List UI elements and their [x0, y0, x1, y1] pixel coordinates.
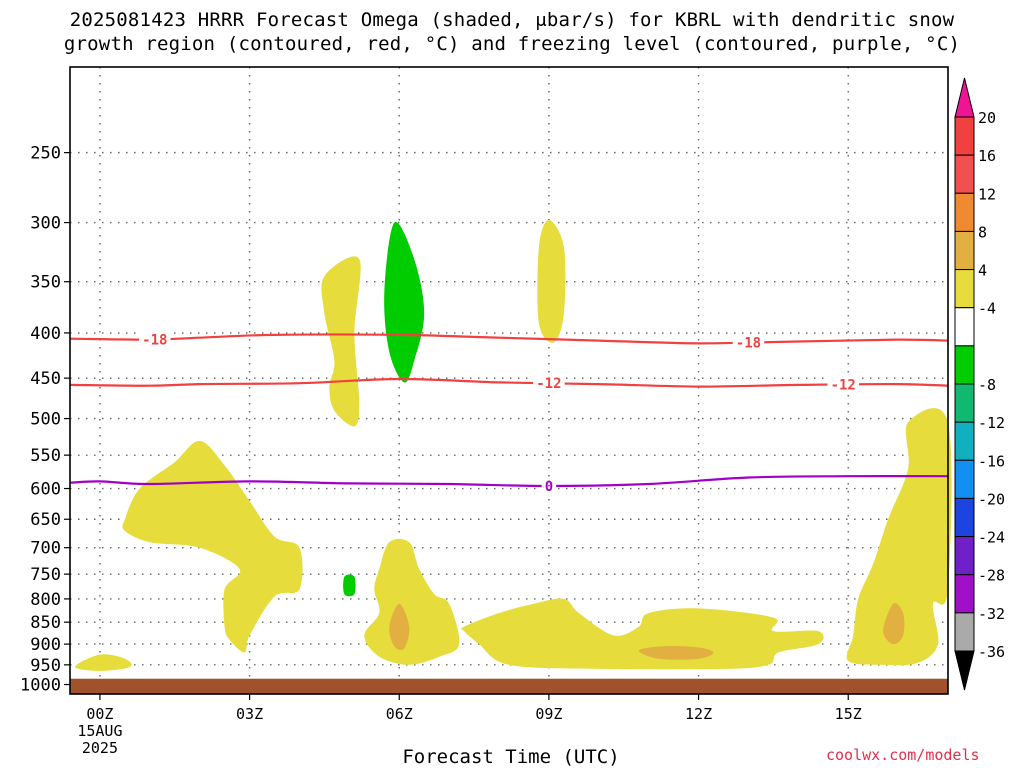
y-tick-label-400: 400	[30, 324, 61, 344]
x-tick-label-09Z: 09Z	[535, 705, 562, 723]
colorbar-box-0	[954, 116, 975, 156]
colorbar-label--20: -20	[978, 490, 1005, 508]
colorbar-label--8: -8	[978, 376, 996, 394]
contour-label-bg--12-1	[827, 376, 859, 393]
colorbar-label-12: 12	[978, 185, 996, 203]
x-tick-label-15Z: 15Z	[835, 705, 862, 723]
y-tick-label-750: 750	[30, 565, 61, 585]
y-tick-label-950: 950	[30, 656, 61, 676]
y-tick-label-800: 800	[30, 590, 61, 610]
x-tick-sublabel-1: 2025	[82, 739, 118, 757]
colorbar-top-arrow	[954, 77, 975, 118]
x-tick-label-00Z: 00Z	[86, 705, 113, 723]
contour-label--12-0: -12	[536, 376, 561, 392]
colorbar-box-11	[954, 536, 975, 576]
omega-region-0	[75, 654, 132, 671]
contour-line--12	[69, 377, 949, 388]
omega-region-6	[364, 538, 460, 665]
chart-title-line-2: growth region (contoured, red, °C) and f…	[63, 33, 961, 55]
colorbar-label--4: -4	[978, 300, 996, 318]
omega-region-5	[537, 220, 566, 343]
x-tick-label-06Z: 06Z	[386, 705, 413, 723]
x-tick-label-03Z: 03Z	[236, 705, 263, 723]
colorbar-box-8	[954, 421, 975, 461]
colorbar-label--32: -32	[978, 605, 1005, 623]
colorbar-label-20: 20	[978, 109, 996, 127]
colorbar-label--36: -36	[978, 643, 1005, 661]
omega-region-2	[321, 256, 361, 427]
colorbar-box-13	[954, 612, 975, 652]
y-tick-label-550: 550	[30, 446, 61, 466]
colorbar-box-6	[954, 345, 975, 385]
y-tick-label-700: 700	[30, 539, 61, 559]
colorbar: 20 16 12 8 4 -4 -8 -12 -16 -20 -24 -28 -32 -36	[954, 77, 1005, 691]
omega-region-8	[460, 598, 824, 670]
omega-region-10	[846, 408, 952, 666]
chart-title-line-1: 2025081423 HRRR Forecast Omega (shaded, …	[69, 9, 955, 31]
y-tick-label-1000: 1000	[20, 676, 61, 696]
x-axis-title: Forecast Time (UTC)	[402, 746, 619, 768]
colorbar-box-10	[954, 497, 975, 538]
grid-layer	[70, 67, 948, 694]
y-tick-label-250: 250	[30, 144, 61, 164]
axes-layer: 2503003504004505005506006507007508008509…	[20, 66, 949, 768]
contour-label-bg--18-1	[732, 334, 765, 351]
plot-frame	[69, 66, 949, 695]
colorbar-label--24: -24	[978, 529, 1005, 547]
contour-label--18-1: -18	[736, 335, 761, 351]
credit-text: coolwx.com/models	[826, 746, 980, 764]
omega-region-7	[389, 603, 410, 651]
contour-label-bg--12-0	[533, 375, 565, 392]
y-tick-label-650: 650	[30, 510, 61, 530]
colorbar-label--16: -16	[978, 452, 1005, 470]
y-tick-label-350: 350	[30, 273, 61, 293]
omega-region-9	[638, 646, 714, 660]
y-tick-label-300: 300	[30, 214, 61, 234]
colorbar-label-16: 16	[978, 147, 996, 165]
y-tick-label-500: 500	[30, 410, 61, 430]
colorbar-label--28: -28	[978, 567, 1005, 585]
colorbar-label-4: 4	[978, 262, 987, 280]
colorbar-bottom-arrow	[954, 650, 975, 691]
x-tick-label-12Z: 12Z	[685, 705, 712, 723]
omega-region-1	[122, 440, 303, 653]
colorbar-box-7	[954, 383, 975, 423]
colorbar-box-12	[954, 574, 975, 614]
colorbar-label-8: 8	[978, 223, 987, 241]
y-tick-label-450: 450	[30, 369, 61, 389]
y-tick-label-850: 850	[30, 613, 61, 633]
colorbar-box-1	[954, 154, 975, 194]
omega-regions-layer	[75, 220, 952, 671]
colorbar-box-4	[954, 269, 975, 309]
colorbar-box-2	[954, 192, 975, 232]
omega-region-4	[343, 574, 356, 597]
x-tick-sublabel-0: 15AUG	[77, 722, 122, 740]
y-tick-label-900: 900	[30, 635, 61, 655]
contour-label--18-0: -18	[142, 332, 167, 348]
ground-layer-fill	[70, 678, 948, 694]
omega-region-11	[883, 602, 905, 645]
colorbar-box-9	[954, 459, 975, 499]
contour-layer: -18 -18 -12 -12 0	[69, 331, 949, 495]
contour-label-0-0: 0	[545, 479, 553, 495]
contour-label-bg--18-0	[139, 331, 171, 348]
contour-label--12-1: -12	[831, 378, 856, 394]
omega-region-3	[384, 221, 425, 383]
colorbar-label--12: -12	[978, 414, 1005, 432]
contour-label-bg-0-0	[541, 477, 557, 494]
ground-layer	[70, 678, 948, 694]
colorbar-box-5	[954, 307, 975, 347]
contour-line-0	[69, 475, 949, 488]
contour-line--18	[69, 333, 949, 345]
y-tick-label-600: 600	[30, 480, 61, 500]
colorbar-box-3	[954, 230, 975, 271]
